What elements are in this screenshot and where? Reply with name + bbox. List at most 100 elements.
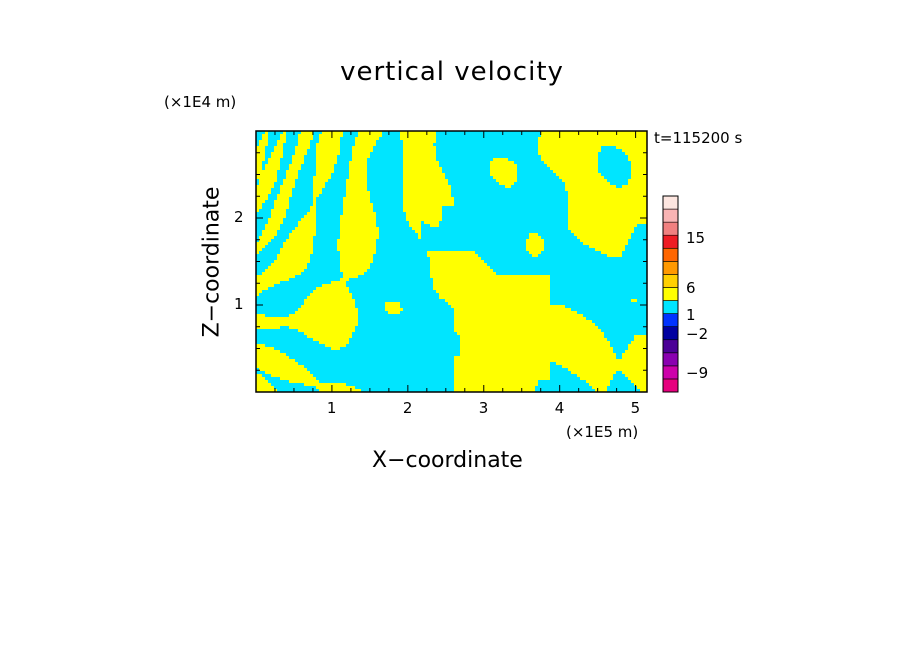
field-cell	[436, 158, 494, 162]
field-cell	[256, 263, 272, 267]
colorbar-level	[662, 274, 679, 288]
field-cell	[355, 299, 446, 303]
field-cell	[280, 377, 317, 381]
field-cell	[256, 242, 269, 246]
field-cell	[274, 386, 317, 390]
field-cell	[295, 182, 314, 186]
field-cell	[400, 131, 437, 135]
field-cell	[355, 137, 380, 141]
field-cell	[256, 179, 260, 183]
field-cell	[268, 137, 281, 141]
field-cell	[268, 161, 281, 165]
colorbar-level	[662, 287, 679, 301]
field-cell	[631, 233, 647, 237]
field-cell	[571, 308, 647, 312]
field-cell	[310, 209, 317, 213]
field-cell	[268, 287, 317, 291]
field-cell	[568, 215, 647, 219]
field-cell	[616, 146, 647, 150]
field-cell	[298, 143, 311, 147]
field-cell	[565, 185, 617, 189]
field-cell	[517, 164, 548, 168]
field-cell	[316, 158, 338, 162]
field-cell	[316, 161, 338, 165]
field-cell	[367, 164, 404, 168]
field-cell	[355, 302, 386, 306]
field-cell	[385, 302, 401, 306]
field-cell	[508, 158, 542, 162]
field-cell	[448, 302, 551, 306]
field-cell	[490, 170, 518, 174]
field-cell	[316, 143, 341, 147]
field-cell	[367, 182, 404, 186]
field-cell	[616, 185, 623, 189]
field-cell	[613, 350, 626, 354]
field-cell	[256, 206, 263, 210]
field-cell	[256, 167, 263, 171]
field-cell	[265, 227, 281, 231]
field-cell	[505, 185, 512, 189]
field-cell	[625, 248, 647, 252]
field-cell	[313, 191, 323, 195]
field-cell	[550, 284, 647, 288]
field-cell	[256, 323, 359, 327]
field-cell	[292, 191, 314, 195]
field-cell	[538, 152, 599, 156]
field-cell	[478, 254, 533, 258]
field-cell	[550, 302, 647, 306]
field-cell	[313, 374, 455, 378]
field-cell	[382, 131, 401, 135]
field-cell	[631, 341, 647, 345]
field-cell	[343, 209, 374, 213]
field-cell	[577, 236, 632, 240]
field-cell	[316, 167, 335, 171]
field-cell	[355, 143, 377, 147]
field-cell	[277, 254, 311, 258]
field-cell	[607, 179, 629, 183]
field-cell	[610, 344, 629, 348]
field-cell	[517, 179, 563, 183]
colorbar-level	[662, 365, 679, 380]
field-cell	[268, 221, 284, 225]
field-cell	[613, 377, 629, 381]
field-cell	[448, 179, 497, 183]
field-cell	[556, 362, 647, 366]
field-cell	[577, 374, 614, 378]
field-cell	[268, 194, 278, 198]
field-cell	[319, 140, 341, 144]
colorbar-label: 6	[686, 279, 696, 297]
field-cell	[256, 374, 263, 378]
field-cell	[268, 134, 281, 138]
field-cell	[565, 305, 647, 309]
field-cell	[349, 338, 461, 342]
field-cell	[448, 182, 500, 186]
field-cell	[568, 227, 635, 231]
field-cell	[286, 353, 461, 357]
field-cell	[313, 239, 338, 243]
field-cell	[298, 170, 317, 174]
field-cell	[424, 221, 440, 225]
field-cell	[553, 170, 599, 174]
field-cell	[283, 245, 314, 249]
field-cell	[433, 281, 551, 285]
field-cell	[607, 389, 641, 392]
field-cell	[376, 224, 410, 228]
field-cell	[286, 134, 299, 138]
field-cell	[379, 137, 401, 141]
field-cell	[415, 230, 422, 234]
colorbar-level	[662, 261, 679, 275]
field-cell	[256, 356, 290, 360]
field-cell	[400, 302, 449, 306]
field-cell	[259, 182, 275, 186]
field-cell	[256, 236, 260, 240]
field-cell	[265, 245, 284, 249]
field-cell	[271, 209, 287, 213]
field-cell	[352, 158, 368, 162]
field-cell	[610, 380, 632, 384]
field-cell	[256, 191, 272, 195]
field-cell	[403, 164, 440, 168]
time-label: t=115200 s	[654, 129, 743, 147]
field-cell	[490, 164, 518, 168]
colorbar-label: −9	[686, 364, 709, 382]
field-cell	[355, 326, 455, 330]
